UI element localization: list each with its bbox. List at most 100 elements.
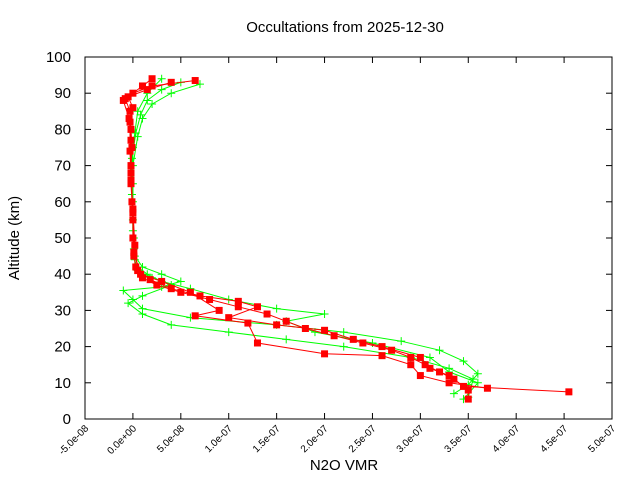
data-point — [421, 361, 429, 369]
data-point — [132, 263, 140, 271]
x-tick-label: 0.0e+00 — [105, 423, 139, 457]
data-point — [195, 80, 204, 89]
data-point — [397, 337, 406, 346]
data-point — [138, 310, 147, 319]
data-point — [148, 75, 156, 83]
data-point — [138, 274, 146, 282]
y-tick-label: 100 — [46, 49, 71, 66]
plot-marks — [119, 74, 573, 404]
x-tick-label: 3.5e-07 — [443, 423, 475, 455]
data-point — [215, 306, 223, 314]
data-point — [127, 136, 135, 144]
data-point — [148, 100, 157, 109]
profile-line — [122, 83, 479, 395]
data-point — [445, 372, 453, 380]
data-point — [464, 386, 472, 394]
data-point — [134, 267, 142, 275]
data-point — [407, 353, 415, 361]
data-point — [330, 332, 338, 340]
data-point — [138, 82, 146, 90]
profile-line — [127, 81, 469, 400]
data-point — [157, 270, 166, 279]
data-point — [469, 375, 478, 384]
data-point — [129, 234, 137, 242]
data-point — [464, 395, 472, 403]
data-point — [126, 107, 134, 115]
data-point — [473, 378, 482, 387]
data-point — [483, 384, 491, 392]
x-tick-label: 3.0e-07 — [395, 423, 427, 455]
profile-line — [124, 80, 569, 393]
data-point — [176, 277, 185, 286]
y-tick-label: 30 — [54, 302, 71, 319]
y-tick-label: 20 — [54, 339, 71, 356]
data-point — [473, 369, 482, 378]
data-point — [137, 270, 145, 278]
data-point — [244, 319, 252, 327]
data-point — [445, 379, 453, 387]
y-tick-label: 80 — [54, 121, 71, 138]
y-tick-label: 10 — [54, 375, 71, 392]
data-point — [449, 389, 458, 398]
data-point — [143, 86, 151, 94]
data-point — [146, 276, 154, 284]
data-point — [253, 303, 261, 311]
data-point — [143, 96, 152, 105]
data-point — [282, 335, 291, 344]
x-tick-label: 2.5e-07 — [347, 423, 379, 455]
data-point — [124, 299, 133, 308]
data-point — [321, 350, 329, 358]
data-point — [349, 335, 357, 343]
data-point — [196, 292, 204, 300]
y-tick-label: 40 — [54, 266, 71, 283]
data-point — [153, 281, 161, 289]
data-point — [126, 118, 134, 126]
data-point — [339, 328, 348, 337]
data-point — [565, 388, 573, 396]
data-point — [263, 310, 271, 318]
x-axis-label: N2O VMR — [310, 457, 379, 474]
y-tick-label: 90 — [54, 85, 71, 102]
data-point — [378, 352, 386, 360]
y-tick-label: 60 — [54, 194, 71, 211]
series-0 — [119, 74, 482, 404]
data-point — [127, 169, 135, 177]
series-1 — [119, 75, 573, 403]
data-point — [129, 209, 137, 217]
data-point — [416, 353, 424, 361]
data-point — [416, 372, 424, 380]
data-point — [359, 339, 367, 347]
data-point — [167, 89, 176, 98]
x-tick-label: -5.0e-08 — [57, 423, 91, 457]
x-tick-label: 2.0e-07 — [299, 423, 331, 455]
data-point — [130, 248, 138, 256]
data-point — [320, 310, 329, 319]
data-point — [127, 125, 135, 133]
data-point — [378, 343, 386, 351]
x-tick-label: 5.0e-07 — [586, 423, 618, 455]
plot-frame — [84, 56, 613, 420]
data-point — [157, 85, 166, 94]
data-point — [206, 296, 214, 304]
data-point — [167, 285, 175, 293]
data-point — [407, 361, 415, 369]
data-point — [234, 297, 242, 305]
x-tick-label: 4.5e-07 — [538, 423, 570, 455]
data-point — [138, 291, 147, 300]
data-point — [128, 144, 136, 151]
data-point — [158, 277, 166, 285]
data-point — [125, 115, 133, 123]
y-axis-label: Altitude (km) — [6, 196, 23, 280]
x-tick-label: 5.0e-08 — [155, 423, 187, 455]
data-point — [234, 303, 242, 311]
data-point — [148, 82, 156, 90]
data-point — [253, 339, 261, 347]
x-tick-label: 1.5e-07 — [251, 423, 283, 455]
data-point — [273, 321, 281, 329]
data-point — [186, 288, 194, 296]
data-point — [131, 241, 139, 249]
data-point — [157, 74, 166, 83]
data-point — [131, 129, 140, 138]
data-point — [167, 78, 175, 86]
